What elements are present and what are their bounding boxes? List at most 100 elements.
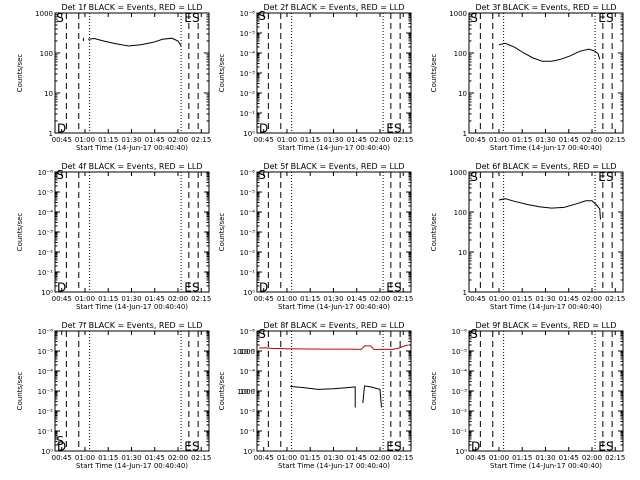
y-tick-label: 10 [458,90,467,98]
y-tick-label: 10⁰ [243,130,255,138]
y-tick-label: 10⁻¹ [38,428,54,436]
chart-title: Det 4f BLACK = Events, RED = LLD [61,162,202,171]
event-marker: S [192,439,200,453]
x-tick-label: 01:30 [535,295,555,303]
x-tick-label: 01:45 [559,136,579,144]
x-tick-label: 02:00 [582,136,602,144]
x-tick-label: 01:30 [323,295,343,303]
y-tick-label: 10⁻³ [240,229,256,237]
x-tick-label: 01:30 [323,454,343,462]
chart-title: Det 2f BLACK = Events, RED = LLD [263,3,404,12]
x-tick-label: 00:45 [254,295,274,303]
event-marker: E [386,439,394,453]
x-axis-label: Start Time (14-Jun-17 00:40:40) [278,462,390,470]
event-marker: D [471,439,480,453]
x-tick-label: 00:45 [466,454,486,462]
x-tick-label: 00:45 [254,136,274,144]
series-line-black [88,37,182,47]
x-axis-label: Start Time (14-Jun-17 00:40:40) [278,144,390,152]
series-line-red [259,344,409,350]
series-line-black [362,385,382,408]
y-axis-label: Counts/sec [218,54,226,93]
x-tick-label: 01:30 [323,136,343,144]
chart-panel-6: Det 6f BLACK = Events, RED = LLD 00:45 01:… [430,162,625,311]
series-line-black [498,198,601,220]
plot-frame [468,330,624,452]
x-tick-label: 02:00 [370,454,390,462]
y-tick-label: 10⁻³ [240,388,256,396]
event-marker: S [470,327,478,341]
chart-title: Det 3f BLACK = Events, RED = LLD [475,3,616,12]
x-tick-label: 00:45 [52,295,72,303]
event-marker: S [56,11,64,25]
x-axis-label: Start Time (14-Jun-17 00:40:40) [490,144,602,152]
event-marker: E [184,439,192,453]
chart-title: Det 8f BLACK = Events, RED = LLD [263,321,404,330]
y-tick-label: 10⁻⁵ [38,189,54,197]
y-tick-label: 10⁻⁵ [240,189,256,197]
event-marker: S [606,439,614,453]
x-tick-label: 01:00 [277,136,297,144]
x-tick-label: 00:45 [254,454,274,462]
plot-frame [256,171,412,293]
y-tick-label: 10⁰ [243,289,255,297]
event-marker: D [259,280,268,294]
y-tick-label: 10⁻⁶ [240,328,256,336]
event-marker: S [192,11,200,25]
y-tick-label: 10⁻¹ [240,110,256,118]
y-tick-label: 10⁻² [38,408,54,416]
y-tick-label: 1000 [449,169,467,177]
x-tick-label: 02:00 [582,295,602,303]
y-tick-label: 1 [463,130,467,138]
x-tick-label: 02:00 [582,454,602,462]
x-tick-label: 01:30 [121,454,141,462]
y-tick-label: 10⁻⁶ [240,169,256,177]
x-tick-label: 01:00 [277,295,297,303]
x-tick-label: 00:45 [466,295,486,303]
x-tick-label: 02:15 [393,136,413,144]
y-tick-label: 1 [463,289,467,297]
y-tick-label: 10⁻² [38,249,54,257]
y-tick-label: 10⁻⁴ [240,368,256,376]
event-marker: S [606,170,614,184]
y-tick-label: 10⁻¹ [240,269,256,277]
annotation-label: 10000 [233,348,255,356]
y-tick-label: 10⁻⁵ [452,348,468,356]
x-tick-label: 02:15 [605,295,625,303]
chart-title: Det 9f BLACK = Events, RED = LLD [475,321,616,330]
x-tick-label: 01:00 [75,136,95,144]
chart-title: Det 1f BLACK = Events, RED = LLD [61,3,202,12]
chart-panel-8: Det 8f BLACK = Events, RED = LLD 00:45 01:… [218,321,413,470]
y-tick-label: 1 [49,130,53,138]
x-tick-label: 02:00 [370,295,390,303]
x-tick-label: 01:15 [98,136,118,144]
x-tick-label: 01:45 [145,136,165,144]
y-tick-label: 10⁻⁴ [240,50,256,58]
y-axis-label: Counts/sec [430,213,438,252]
y-tick-label: 10 [458,249,467,257]
y-tick-label: 1000 [35,10,53,18]
x-tick-label: 01:15 [512,136,532,144]
x-tick-label: 01:30 [535,454,555,462]
event-marker: D [57,121,66,135]
event-marker: E [184,11,192,25]
event-marker: E [386,121,394,135]
x-tick-label: 01:45 [559,295,579,303]
x-axis-label: Start Time (14-Jun-17 00:40:40) [490,303,602,311]
event-marker: S [394,121,402,135]
plot-frame [54,330,210,452]
y-tick-label: 10⁻⁴ [452,368,468,376]
chart-title: Det 6f BLACK = Events, RED = LLD [475,162,616,171]
y-tick-label: 10⁰ [455,448,467,456]
event-marker: S [394,280,402,294]
event-marker: S [258,9,266,23]
x-tick-label: 02:15 [393,454,413,462]
x-tick-label: 01:45 [347,136,367,144]
y-tick-label: 10⁰ [243,448,255,456]
x-tick-label: 02:00 [168,295,188,303]
